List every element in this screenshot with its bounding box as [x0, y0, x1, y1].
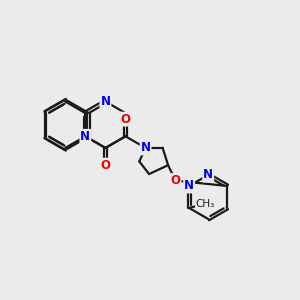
- Text: N: N: [184, 179, 194, 193]
- Text: N: N: [203, 169, 213, 182]
- Text: CH₃: CH₃: [196, 199, 215, 208]
- Text: N: N: [80, 130, 90, 143]
- Text: O: O: [100, 159, 110, 172]
- Text: N: N: [141, 141, 151, 154]
- Text: N: N: [100, 95, 110, 108]
- Text: O: O: [121, 112, 130, 126]
- Text: O: O: [170, 174, 181, 187]
